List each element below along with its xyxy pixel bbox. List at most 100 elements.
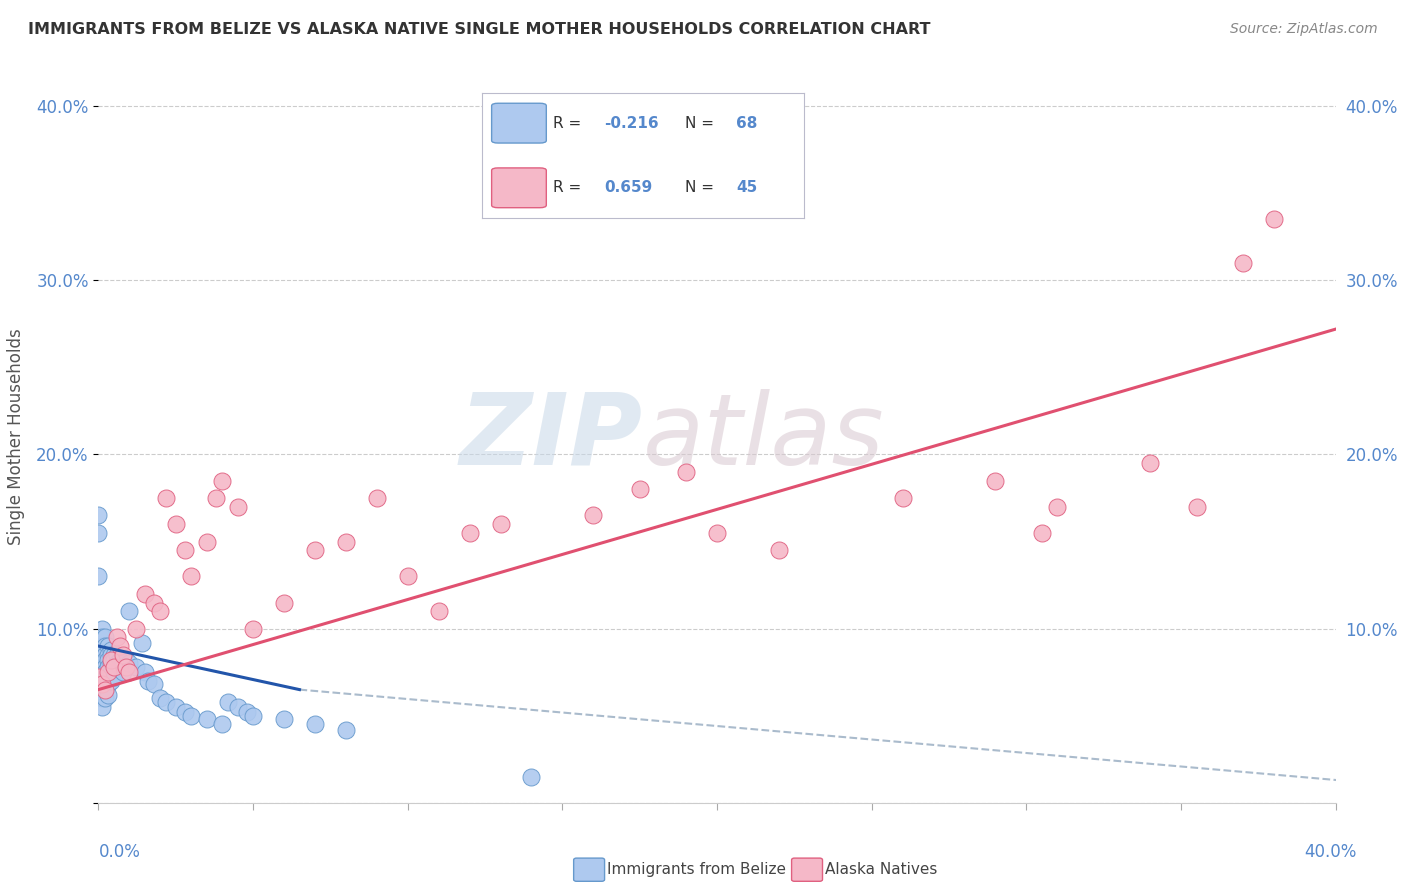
Point <box>131 635 153 649</box>
Point <box>87 670 110 684</box>
Point <box>93 660 115 674</box>
Point <box>90 691 112 706</box>
Point <box>217 695 239 709</box>
Point <box>103 653 125 667</box>
Point <box>582 508 605 523</box>
Point <box>90 682 112 697</box>
Point <box>97 653 120 667</box>
Point <box>103 648 125 662</box>
Point <box>205 491 228 505</box>
Point <box>93 682 115 697</box>
Point <box>90 670 112 684</box>
Point <box>489 517 512 532</box>
Point <box>174 705 197 719</box>
Text: 40.0%: 40.0% <box>1305 843 1357 861</box>
Point <box>335 723 357 737</box>
Point <box>93 673 115 688</box>
Point <box>108 639 131 653</box>
Point <box>100 642 122 657</box>
Point <box>628 483 651 497</box>
Point <box>90 700 112 714</box>
Point <box>155 695 177 709</box>
Point <box>90 631 112 645</box>
Point <box>100 665 122 680</box>
Point <box>1185 500 1208 514</box>
Point <box>149 604 172 618</box>
Point <box>211 717 233 731</box>
Text: IMMIGRANTS FROM BELIZE VS ALASKA NATIVE SINGLE MOTHER HOUSEHOLDS CORRELATION CHA: IMMIGRANTS FROM BELIZE VS ALASKA NATIVE … <box>28 22 931 37</box>
Point <box>984 474 1007 488</box>
Text: ZIP: ZIP <box>460 389 643 485</box>
Point <box>108 660 131 674</box>
Point <box>180 569 202 583</box>
Y-axis label: Single Mother Households: Single Mother Households <box>7 329 25 545</box>
Point <box>165 517 187 532</box>
Point <box>90 665 112 680</box>
Point <box>103 670 125 684</box>
Point <box>118 665 141 680</box>
Point <box>366 491 388 505</box>
Text: Source: ZipAtlas.com: Source: ZipAtlas.com <box>1230 22 1378 37</box>
Point <box>103 660 125 674</box>
Point <box>100 673 122 688</box>
Point <box>134 665 156 680</box>
Point <box>97 660 120 674</box>
Point <box>103 660 125 674</box>
Point <box>143 677 166 691</box>
Point <box>87 525 110 540</box>
Point <box>93 653 115 667</box>
Point <box>675 465 697 479</box>
Point <box>97 648 120 662</box>
Point <box>195 534 218 549</box>
Point <box>90 622 112 636</box>
Point <box>242 622 264 636</box>
Point <box>124 660 146 674</box>
Point <box>768 543 790 558</box>
Point <box>891 491 914 505</box>
Point <box>108 653 131 667</box>
Point <box>242 708 264 723</box>
Point <box>174 543 197 558</box>
Point <box>115 653 138 667</box>
Point <box>211 474 233 488</box>
Point <box>90 648 112 662</box>
Point <box>97 639 120 653</box>
Point <box>97 665 120 680</box>
Point <box>149 691 172 706</box>
Point <box>105 648 128 662</box>
Point <box>427 604 450 618</box>
Point <box>97 677 120 691</box>
Point <box>226 500 249 514</box>
Point <box>236 705 259 719</box>
Point <box>180 708 202 723</box>
Point <box>90 639 112 653</box>
Point <box>520 770 543 784</box>
Point <box>118 657 141 671</box>
Point <box>155 491 177 505</box>
Point <box>195 712 218 726</box>
Point <box>273 595 295 609</box>
Point <box>105 631 128 645</box>
Point <box>112 657 135 671</box>
Point <box>105 657 128 671</box>
Point <box>134 587 156 601</box>
Point <box>93 631 115 645</box>
Point <box>458 525 481 540</box>
Point <box>1139 456 1161 470</box>
Point <box>304 717 326 731</box>
Point <box>1232 256 1254 270</box>
Point <box>90 677 112 691</box>
Point <box>335 534 357 549</box>
Point <box>87 569 110 583</box>
Point <box>124 622 146 636</box>
Point <box>100 648 122 662</box>
Point <box>118 604 141 618</box>
Text: Alaska Natives: Alaska Natives <box>825 863 938 877</box>
Text: 0.0%: 0.0% <box>98 843 141 861</box>
Point <box>273 712 295 726</box>
Text: atlas: atlas <box>643 389 884 485</box>
Point <box>93 639 115 653</box>
Point <box>112 665 135 680</box>
Point <box>112 648 135 662</box>
Point <box>165 700 187 714</box>
